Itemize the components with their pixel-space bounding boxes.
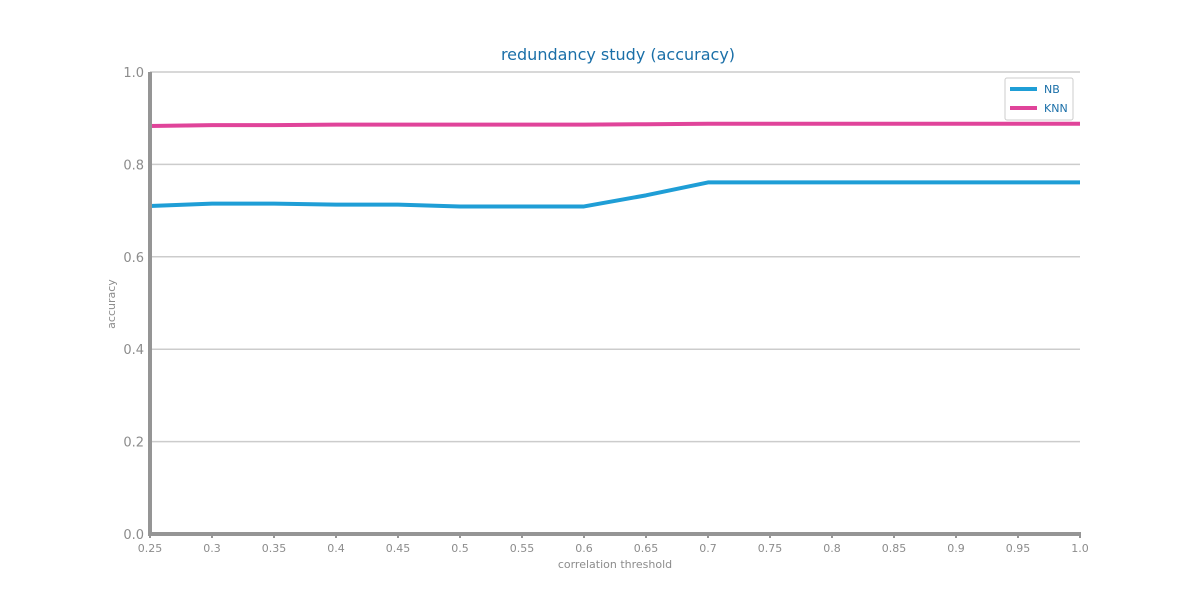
y-tick-label: 0.2 (123, 436, 144, 451)
x-tick-label: 0.8 (823, 542, 841, 555)
axes (148, 72, 1081, 538)
x-tick-label: 0.35 (262, 542, 287, 555)
x-tick-label: 0.7 (699, 542, 717, 555)
series-line-knn (149, 121, 1080, 129)
x-tick-label: 0.9 (947, 542, 965, 555)
x-tick-label: 0.55 (510, 542, 535, 555)
y-tick-label: 1.0 (123, 66, 144, 81)
x-tick-label: 0.85 (882, 542, 907, 555)
x-tick-label: 0.75 (758, 542, 783, 555)
x-tick-label: 0.25 (138, 542, 163, 555)
legend-label-knn: KNN (1044, 102, 1068, 115)
y-tick-label: 0.4 (123, 343, 144, 358)
tick-labels: 0.0 0.2 0.4 0.6 0.8 1.0 0.25 0.3 0.35 0.4 0.45 0.5 0… (123, 66, 1088, 555)
legend-label-nb: NB (1044, 83, 1060, 96)
x-tick-label: 0.5 (451, 542, 469, 555)
x-tick-label: 0.6 (575, 542, 593, 555)
x-tick-label: 0.45 (386, 542, 411, 555)
x-tick-label: 1.0 (1071, 542, 1089, 555)
grid-lines (150, 71, 1080, 443)
x-tick-label: 0.3 (203, 542, 221, 555)
y-axis-label: accuracy (105, 279, 118, 329)
y-tick-label: 0.6 (123, 251, 144, 266)
chart-title: redundancy study (accuracy) (501, 45, 735, 64)
y-tick-label: 0.0 (123, 528, 144, 543)
x-tick-label: 0.4 (327, 542, 345, 555)
x-axis-label: correlation threshold (558, 558, 672, 571)
series-line-nb (149, 180, 1080, 209)
legend: NB KNN (1004, 77, 1074, 121)
x-tick-label: 0.65 (634, 542, 659, 555)
x-tick-label: 0.95 (1006, 542, 1031, 555)
y-tick-label: 0.8 (123, 158, 144, 173)
series-lines (149, 121, 1080, 209)
